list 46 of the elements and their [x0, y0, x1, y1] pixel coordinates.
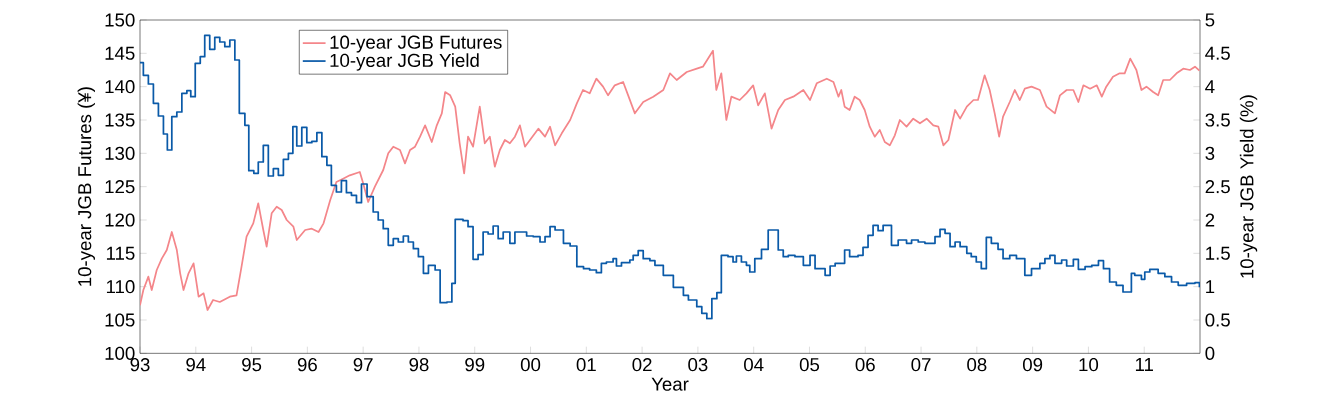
- y-tick-label: 105: [105, 313, 135, 327]
- x-tick-label: 95: [242, 358, 262, 372]
- legend-label: 10-year JGB Futures: [330, 35, 502, 53]
- x-tick-label: 06: [855, 358, 875, 372]
- y-axis-title: 10-year JGB Futures (¥): [77, 87, 95, 286]
- y-tick-label: 110: [106, 280, 135, 294]
- y2-tick-label: 5: [1205, 13, 1215, 27]
- x-tick-label: 03: [688, 358, 708, 372]
- y2-tick-label: 1: [1206, 280, 1215, 294]
- y2-tick-label: 3: [1205, 146, 1215, 160]
- x-tick-label: 97: [353, 358, 373, 372]
- y2-tick-label: 4.5: [1205, 46, 1230, 60]
- y2-tick-label: 2.5: [1205, 180, 1230, 194]
- x-axis-title: Year: [651, 377, 689, 391]
- y2-tick-label: 2: [1205, 213, 1215, 227]
- x-tick-label: 08: [967, 358, 987, 372]
- y-tick-label: 115: [106, 246, 135, 260]
- y-tick-label: 120: [105, 213, 135, 227]
- x-tick-label: 02: [632, 358, 652, 372]
- x-tick-label: 05: [799, 358, 820, 372]
- y2-axis-title: 10-year JGB Yield (%): [1239, 95, 1258, 278]
- y-tick-label: 100: [105, 346, 135, 360]
- x-tick-label: 07: [911, 358, 931, 372]
- x-tick-label: 96: [297, 358, 317, 372]
- y-tick-label: 130: [105, 146, 135, 160]
- y-tick-label: 135: [105, 113, 135, 127]
- y2-tick-label: 1.5: [1206, 246, 1230, 260]
- y-tick-label: 125: [105, 180, 135, 194]
- x-tick-label: 10: [1079, 358, 1099, 372]
- x-tick-label: 11: [1135, 358, 1153, 371]
- y-tick-label: 140: [105, 80, 135, 94]
- x-tick-label: 98: [409, 358, 429, 372]
- y2-tick-label: 4: [1205, 80, 1215, 94]
- x-tick-label: 99: [465, 358, 485, 372]
- y2-tick-label: 3.5: [1205, 113, 1230, 127]
- y-tick-label: 150: [105, 13, 135, 27]
- legend-label: 10-year JGB Yield: [330, 53, 479, 71]
- x-tick-label: 04: [744, 358, 764, 372]
- y2-tick-label: 0.5: [1205, 313, 1230, 327]
- x-tick-label: 93: [130, 358, 150, 372]
- y-tick-label: 145: [105, 46, 135, 60]
- x-tick-label: 94: [186, 358, 206, 372]
- x-tick-label: 09: [1022, 358, 1043, 372]
- x-tick-label: 01: [576, 358, 596, 372]
- y2-tick-label: 0: [1205, 346, 1215, 360]
- x-tick-label: 00: [520, 358, 541, 372]
